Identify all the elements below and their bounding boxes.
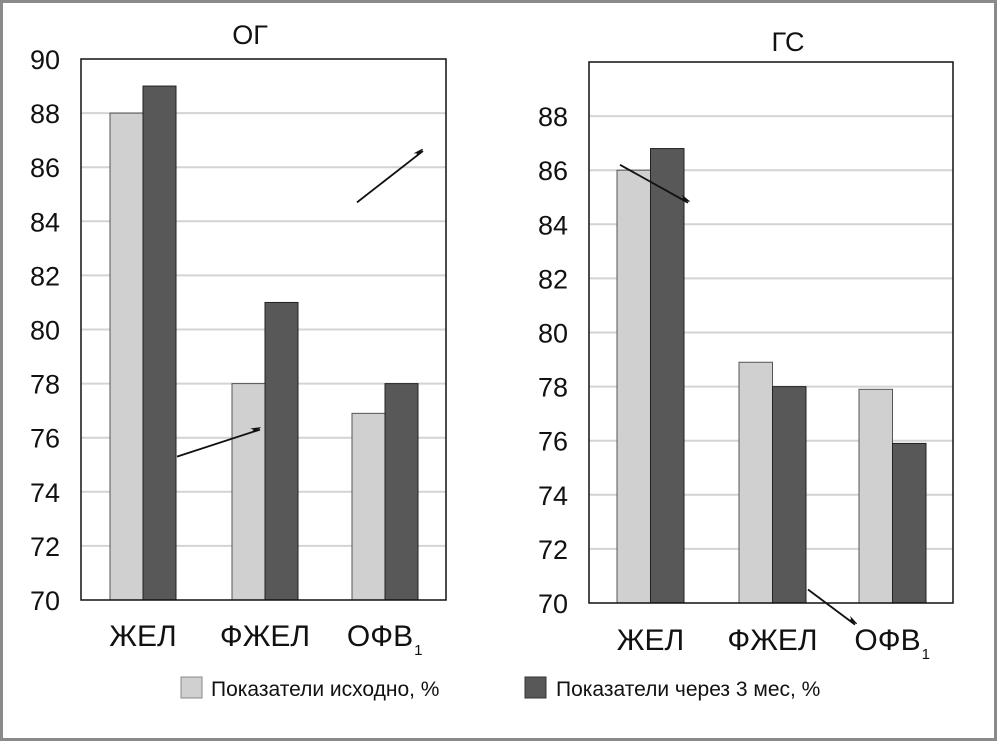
x-category-subscript: 1 <box>922 646 930 663</box>
x-category-label: ФЖЕЛ <box>220 620 310 653</box>
annotation-arrow-decrease <box>807 588 855 626</box>
y-tick-label: 74 <box>538 481 568 511</box>
y-tick-label: 70 <box>538 589 568 619</box>
y-tick-label: 82 <box>30 261 60 291</box>
y-tick-label: 88 <box>538 102 568 132</box>
annotation-arrow-increase <box>176 430 260 458</box>
legend-swatch-after3m <box>524 676 547 699</box>
chart-og: ОГ 70 72 74 76 78 80 82 84 86 88 90 ЖЕЛ ФЖЕЛ ОФВ 1 <box>30 20 447 659</box>
y-tick-label: 88 <box>30 99 60 129</box>
y-tick-label: 84 <box>538 210 568 240</box>
y-tick-label: 78 <box>30 370 60 400</box>
y-tick-label: 82 <box>538 264 568 294</box>
y-tick-label: 74 <box>30 478 60 508</box>
bar-after3m-ФЖЕЛ <box>264 301 299 601</box>
bar-baseline-ЖЕЛ <box>616 169 651 604</box>
bar-after3m-ЖЕЛ <box>142 85 177 601</box>
x-axis-categories: ЖЕЛ ФЖЕЛ ОФВ 1 <box>109 620 422 659</box>
bar-baseline-ЖЕЛ <box>109 112 144 601</box>
y-tick-label: 78 <box>538 373 568 403</box>
y-tick-label: 86 <box>538 156 568 186</box>
bar-after3m-ЖЕЛ <box>650 148 685 604</box>
y-tick-label: 70 <box>30 586 60 616</box>
x-category-label: ОФВ <box>347 620 413 653</box>
bar-baseline-ФЖЕЛ <box>738 361 773 604</box>
annotation-arrow-decrease <box>619 164 688 204</box>
annotations <box>176 151 423 458</box>
y-tick-label: 76 <box>538 427 568 457</box>
legend-label-baseline: Показатели исходно, % <box>211 678 439 701</box>
legend-item-baseline: Показатели исходно, % <box>180 676 439 701</box>
x-category-label: ФЖЕЛ <box>727 624 817 657</box>
x-category-label: ЖЕЛ <box>109 620 176 653</box>
x-category-subscript: 1 <box>414 642 422 659</box>
annotation-arrow-increase <box>356 151 423 204</box>
plot-area-border <box>588 61 954 604</box>
y-axis-ticks: 70 72 74 76 78 80 82 84 86 88 <box>538 102 568 619</box>
legend-label-after3m: Показатели через 3 мес, % <box>556 678 820 701</box>
bars <box>109 85 419 601</box>
bar-after3m-ОФВ1 <box>384 383 419 601</box>
x-axis-categories: ЖЕЛ ФЖЕЛ ОФВ 1 <box>617 624 930 663</box>
bar-after3m-ФЖЕЛ <box>772 386 807 604</box>
plot-area-border <box>80 58 447 601</box>
chart-gs: ГС 70 72 74 76 78 80 82 84 86 88 ЖЕЛ ФЖЕЛ ОФВ 1 <box>538 27 954 663</box>
chart-title: ГС <box>772 27 805 57</box>
bar-baseline-ФЖЕЛ <box>231 383 266 601</box>
y-tick-label: 84 <box>30 207 60 237</box>
bar-baseline-ОФВ1 <box>351 412 386 601</box>
chart-title: ОГ <box>232 20 268 50</box>
annotations <box>619 164 855 626</box>
bar-baseline-ОФВ1 <box>858 388 893 604</box>
y-tick-label: 80 <box>538 319 568 349</box>
x-category-label: ОФВ <box>854 624 920 657</box>
y-tick-label: 72 <box>30 532 60 562</box>
y-tick-label: 72 <box>538 535 568 565</box>
y-tick-label: 90 <box>30 45 60 75</box>
legend: Показатели исходно, % Показатели через 3… <box>180 676 820 701</box>
y-tick-label: 86 <box>30 153 60 183</box>
legend-swatch-baseline <box>180 676 203 699</box>
x-category-label: ЖЕЛ <box>617 624 684 657</box>
bar-after3m-ОФВ1 <box>892 442 927 604</box>
y-axis-ticks: 70 72 74 76 78 80 82 84 86 88 90 <box>30 45 60 616</box>
y-tick-label: 76 <box>30 424 60 454</box>
bars <box>616 148 927 604</box>
legend-item-after3m: Показатели через 3 мес, % <box>524 676 820 701</box>
y-tick-label: 80 <box>30 316 60 346</box>
